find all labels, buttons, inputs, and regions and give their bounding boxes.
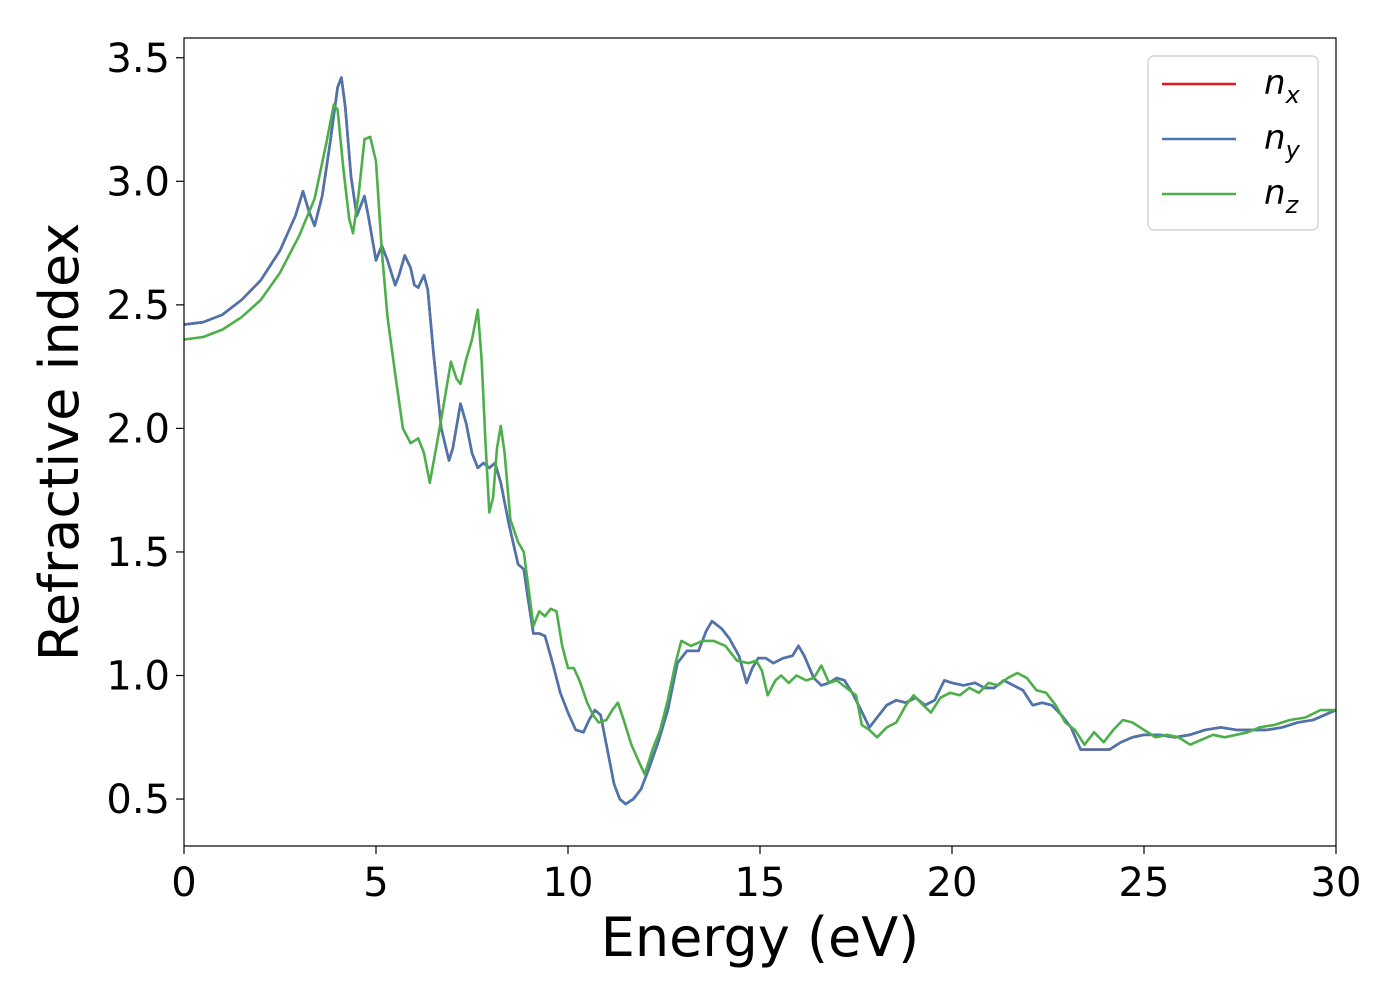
y-tick-label: 2.0: [106, 406, 170, 452]
series-layer: [184, 76, 1336, 806]
y-axis: 0.5 1.0 1.5 2.0 2.5 3.0 3.5: [106, 36, 184, 823]
series-line-n-z: [184, 103, 1336, 776]
x-tick-label: 25: [1119, 860, 1170, 906]
x-tick-label: 5: [363, 860, 388, 906]
y-axis-label: Refractive index: [28, 223, 91, 662]
legend-label-subscript: z: [1285, 191, 1300, 219]
x-tick-label: 0: [171, 860, 196, 906]
series-line-n-y: [184, 76, 1336, 806]
legend-label: nx: [1264, 63, 1301, 109]
x-tick-label: 10: [543, 860, 594, 906]
y-tick-label: 1.0: [106, 654, 170, 700]
x-tick-label: 15: [735, 860, 786, 906]
legend-label-main: n: [1264, 63, 1286, 103]
x-tick-label: 20: [927, 860, 978, 906]
legend-box: [1147, 55, 1319, 231]
x-tick-label: 30: [1311, 860, 1362, 906]
legend-label-main: n: [1264, 118, 1286, 158]
legend-label: ny: [1264, 118, 1301, 164]
y-tick-label: 1.5: [106, 530, 170, 576]
y-tick-label: 2.5: [106, 283, 170, 329]
y-tick-label: 3.5: [106, 36, 170, 82]
y-tick-label: 0.5: [106, 777, 170, 823]
legend-label-subscript: x: [1285, 81, 1301, 109]
legend-label-main: n: [1264, 173, 1286, 213]
x-axis: 0 5 10 15 20 25 30: [171, 846, 1361, 906]
legend-label: nz: [1264, 173, 1300, 219]
legend-label-subscript: y: [1285, 136, 1301, 164]
x-axis-label: Energy (eV): [601, 906, 920, 969]
y-tick-label: 3.0: [106, 159, 170, 205]
